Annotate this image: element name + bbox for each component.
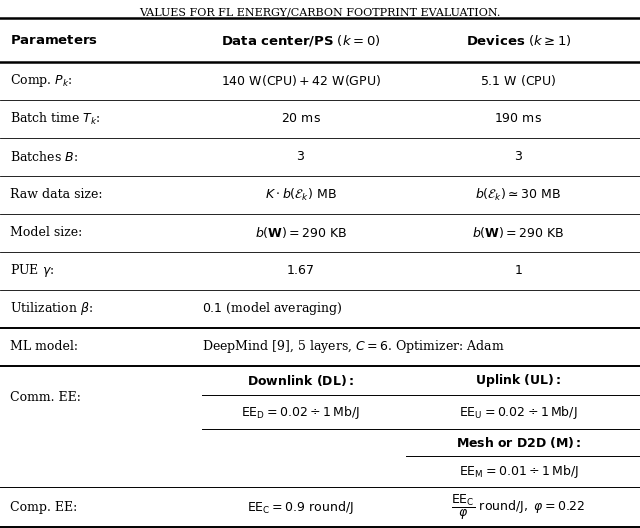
- Text: Comm. EE:: Comm. EE:: [10, 391, 81, 404]
- Text: Utilization $\beta$:: Utilization $\beta$:: [10, 300, 93, 317]
- Text: $b(\mathcal{E}_k)\simeq 30\ \mathrm{MB}$: $b(\mathcal{E}_k)\simeq 30\ \mathrm{MB}$: [476, 187, 561, 203]
- Text: $1.67$: $1.67$: [287, 265, 315, 277]
- Text: $\mathbf{Devices}$ $(k\geq 1)$: $\mathbf{Devices}$ $(k\geq 1)$: [465, 33, 572, 48]
- Text: $0.1$ (model averaging): $0.1$ (model averaging): [202, 300, 342, 317]
- Text: $3$: $3$: [514, 150, 523, 163]
- Text: Comp. EE:: Comp. EE:: [10, 501, 77, 514]
- Text: $b(\mathbf{W})=290\ \mathrm{KB}$: $b(\mathbf{W})=290\ \mathrm{KB}$: [472, 225, 564, 240]
- Text: VALUES FOR FL ENERGY/CARBON FOOTPRINT EVALUATION.: VALUES FOR FL ENERGY/CARBON FOOTPRINT EV…: [140, 8, 500, 18]
- Text: $1$: $1$: [514, 265, 523, 277]
- Text: $190\ \mathrm{ms}$: $190\ \mathrm{ms}$: [494, 112, 543, 125]
- Text: DeepMind [9], 5 layers, $C=6$. Optimizer: Adam: DeepMind [9], 5 layers, $C=6$. Optimizer…: [202, 338, 504, 355]
- Text: $3$: $3$: [296, 150, 305, 163]
- Text: $\mathbf{Parameters}$: $\mathbf{Parameters}$: [10, 34, 97, 46]
- Text: $b(\mathbf{W})=290\ \mathrm{KB}$: $b(\mathbf{W})=290\ \mathrm{KB}$: [255, 225, 347, 240]
- Text: PUE $\gamma$:: PUE $\gamma$:: [10, 262, 54, 279]
- Text: Batch time $T_k$:: Batch time $T_k$:: [10, 111, 100, 127]
- Text: $\dfrac{\mathrm{EE_C}}{\varphi}\ \mathrm{round/J},\ \varphi=0.22$: $\dfrac{\mathrm{EE_C}}{\varphi}\ \mathrm…: [451, 493, 586, 522]
- Text: $\mathrm{EE_M}=0.01\div 1\,\mathrm{Mb/J}$: $\mathrm{EE_M}=0.01\div 1\,\mathrm{Mb/J}…: [458, 463, 579, 480]
- Text: $140\ \mathrm{W(CPU)}+42\ \mathrm{W(GPU)}$: $140\ \mathrm{W(CPU)}+42\ \mathrm{W(GPU)…: [221, 73, 381, 88]
- Text: Raw data size:: Raw data size:: [10, 188, 102, 201]
- Text: $\mathbf{Downlink\ (DL):}$: $\mathbf{Downlink\ (DL):}$: [247, 373, 355, 388]
- Text: $\mathrm{EE_C}=0.9\ \mathrm{round/J}$: $\mathrm{EE_C}=0.9\ \mathrm{round/J}$: [248, 498, 354, 516]
- Text: $\mathrm{EE_D}=0.02\div 1\,\mathrm{Mb/J}$: $\mathrm{EE_D}=0.02\div 1\,\mathrm{Mb/J}…: [241, 403, 360, 421]
- Text: $\mathbf{Data\ center/PS}$ $(k=0)$: $\mathbf{Data\ center/PS}$ $(k=0)$: [221, 33, 381, 48]
- Text: $\mathbf{Uplink\ (UL):}$: $\mathbf{Uplink\ (UL):}$: [475, 372, 562, 389]
- Text: $K\cdot b(\mathcal{E}_k)\ \mathrm{MB}$: $K\cdot b(\mathcal{E}_k)\ \mathrm{MB}$: [265, 187, 337, 203]
- Text: $5.1\ \mathrm{W\ (CPU)}$: $5.1\ \mathrm{W\ (CPU)}$: [480, 73, 557, 88]
- Text: $\mathbf{Mesh\ or\ D2D\ (M):}$: $\mathbf{Mesh\ or\ D2D\ (M):}$: [456, 435, 581, 450]
- Text: Comp. $P_k$:: Comp. $P_k$:: [10, 72, 72, 89]
- Text: $\mathrm{EE_U}=0.02\div 1\,\mathrm{Mb/J}$: $\mathrm{EE_U}=0.02\div 1\,\mathrm{Mb/J}…: [459, 403, 578, 421]
- Text: Batches $B$:: Batches $B$:: [10, 150, 77, 164]
- Text: ML model:: ML model:: [10, 341, 77, 353]
- Text: $20\ \mathrm{ms}$: $20\ \mathrm{ms}$: [281, 112, 321, 125]
- Text: Model size:: Model size:: [10, 227, 82, 239]
